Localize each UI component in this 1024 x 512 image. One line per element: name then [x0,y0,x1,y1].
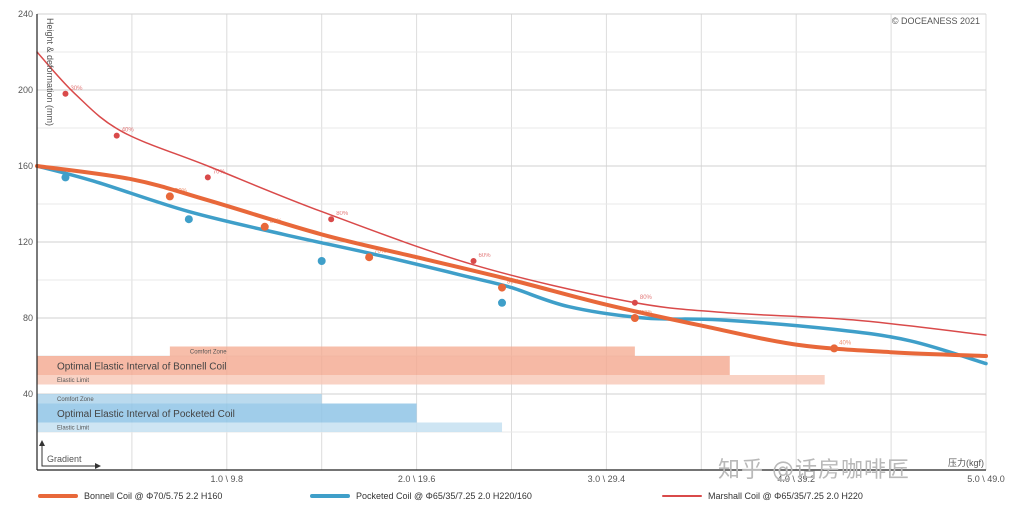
data-point [113,132,120,139]
data-point [498,283,507,292]
legend-swatch-pocketed [310,494,350,498]
series-line-2 [36,51,987,336]
x-tick-label: 4.0 \ 39.2 [777,474,815,484]
data-label: 60% [270,219,283,225]
series-line-1 [35,164,988,366]
data-label: 70% [374,249,387,255]
data-point [204,174,211,181]
data-label: 80% [640,295,653,301]
legend-swatch-bonnell [38,494,78,498]
axes: 240 200 160 120 80 40 1.0 \ 9.8 2.0 \ 19.6 3.0 \… [18,9,1005,484]
data-point [62,90,69,97]
series-line-0 [35,164,988,358]
band-rect [37,394,322,404]
data-point [184,215,193,224]
band-label: Comfort Zone [57,397,94,403]
gradient-arrowhead-up [39,440,45,446]
band-rect [37,403,417,423]
x-axis-label: Gradient [47,454,82,464]
band-rect [169,346,635,356]
data-label: 40% [839,340,852,346]
x-tick-label: 5.0 \ 49.0 [967,474,1005,484]
data-point [317,257,326,265]
y-tick-label: 160 [18,161,33,171]
band-label: Optimal Elastic Interval of Pocketed Coi… [57,409,235,420]
y-axis-label: Height & deformation (mm) [45,18,55,126]
data-label: 90% [640,310,653,316]
band-label: Elastic Limit [57,378,89,384]
data-label: 80% [336,211,349,217]
bands: Comfort Zone Optimal Elastic Interval of … [37,346,825,432]
data-point [328,216,335,223]
y-tick-label: 240 [18,9,33,19]
y-tick-label: 40 [23,389,33,399]
data-point [631,299,638,306]
legend-item-pocketed: Pocketed Coil @ Φ65/35/7.25 2.0 H220/160 [310,488,532,504]
watermark: 知乎 @话房咖啡匠 [718,458,910,483]
band-label: Optimal Elastic Interval of Bonnell Coil [57,362,227,373]
x-tick-label: 2.0 \ 19.6 [398,474,436,484]
series-points: 30% 40% 70% 80% 60% 80% 50% 60% 70% 80% 90% 40% [61,86,852,353]
x-axis-unit: 压力(kgf) [948,457,984,468]
legend-label-bonnell: Bonnell Coil @ Φ70/5.75 2.2 H160 [84,491,223,501]
data-point [498,298,507,307]
data-point [470,258,477,264]
legend-item-bonnell: Bonnell Coil @ Φ70/5.75 2.2 H160 [38,488,222,504]
data-point [365,253,374,262]
gradient-arrowhead-right [95,463,101,469]
data-point [165,192,174,201]
band-rect [37,375,825,385]
x-tick-label: 1.0 \ 9.8 [211,474,244,484]
data-label: 60% [479,253,492,259]
data-label: 80% [507,280,520,286]
legend-label-marshall: Marshall Coil @ Φ65/35/7.25 2.0 H220 [708,491,863,501]
band-label: Comfort Zone [190,349,227,355]
legend-swatch-marshall [662,495,702,497]
y-tick-label: 200 [18,85,33,95]
gradient-arrow [41,444,97,467]
data-label: 40% [122,128,135,134]
data-point [61,173,70,182]
data-point [630,314,639,322]
band-rect [37,356,730,375]
y-tick-label: 120 [18,237,33,247]
series-lines [35,51,988,366]
band-label: Elastic Limit [57,425,89,431]
legend-label-pocketed: Pocketed Coil @ Φ65/35/7.25 2.0 H220/160 [356,491,532,501]
x-tick-label: 3.0 \ 29.4 [588,474,626,484]
band-rect [37,422,503,432]
y-tick-label: 80 [23,313,33,323]
data-label: 30% [70,86,83,92]
data-label: 70% [213,169,226,175]
legend-item-marshall: Marshall Coil @ Φ65/35/7.25 2.0 H220 [662,488,863,504]
data-label: 50% [175,188,188,194]
data-point [260,222,269,231]
copyright-text: © DOCEANESS 2021 [892,16,980,26]
data-point [830,344,839,353]
